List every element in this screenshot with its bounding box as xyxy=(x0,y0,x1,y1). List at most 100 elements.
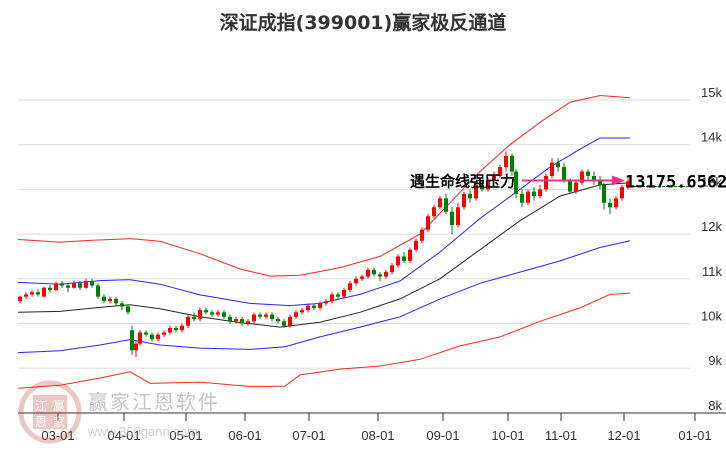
candle-body xyxy=(192,316,196,320)
candle-body xyxy=(342,289,346,297)
candle-body xyxy=(366,269,370,277)
candle-body xyxy=(90,281,94,286)
x-tick-label: 03-01 xyxy=(41,428,74,443)
y-tick-label: 9k xyxy=(708,353,722,368)
candle-body xyxy=(72,283,76,288)
candle-body xyxy=(156,334,160,340)
candle-body xyxy=(36,292,40,295)
candle-body xyxy=(538,189,542,197)
candle-body xyxy=(252,314,256,322)
y-tick-label: 10k xyxy=(701,309,722,324)
candle-body xyxy=(562,167,566,181)
candle-body xyxy=(620,187,624,199)
candle-body xyxy=(336,294,340,297)
y-tick-label: 13k xyxy=(701,174,722,189)
candle-body xyxy=(592,175,596,181)
candle-body xyxy=(486,180,490,190)
watermark-url: www.360gann.com xyxy=(88,424,198,439)
candle-body xyxy=(378,274,382,277)
y-tick-label: 11k xyxy=(702,264,722,279)
candle-body xyxy=(598,180,602,185)
candle-body xyxy=(544,175,548,190)
candle-body xyxy=(270,314,274,320)
candle-body xyxy=(318,303,322,308)
x-tick-label: 12-01 xyxy=(607,428,640,443)
candle-body xyxy=(102,296,106,302)
candle-body xyxy=(42,287,46,297)
candle-body xyxy=(144,332,148,335)
candle-body xyxy=(134,343,138,351)
candle-body xyxy=(264,314,268,317)
candle-body xyxy=(186,316,190,326)
candle-body xyxy=(568,180,572,192)
candle-body xyxy=(468,193,472,199)
candle-body xyxy=(608,202,612,208)
outer-upper-line xyxy=(17,94,631,277)
candle-body xyxy=(204,310,208,313)
candle-body xyxy=(462,193,466,208)
candle-body xyxy=(414,240,418,250)
candle-body xyxy=(432,207,436,217)
candle-body xyxy=(234,319,238,322)
candle-body xyxy=(574,182,578,192)
x-tick-label: 05-01 xyxy=(169,428,202,443)
candle-body xyxy=(258,314,262,317)
candle-body xyxy=(602,184,606,203)
candle-body xyxy=(550,162,554,176)
candle-body xyxy=(24,294,28,297)
y-tick-label: 8k xyxy=(708,398,722,413)
candle-body xyxy=(580,171,584,183)
candle-body xyxy=(614,198,618,208)
candle-body xyxy=(84,281,88,288)
candle-body xyxy=(108,298,112,302)
candle-body xyxy=(216,312,220,315)
candle-body xyxy=(626,181,630,188)
candle-body xyxy=(586,171,590,176)
candle-body xyxy=(444,198,448,212)
x-tick-label: 09-01 xyxy=(426,428,459,443)
candle-body xyxy=(48,287,52,290)
candle-body xyxy=(228,316,232,322)
candle-body xyxy=(390,265,394,273)
candle-body xyxy=(174,327,178,331)
candle-body xyxy=(492,175,496,181)
candle-body xyxy=(180,325,184,331)
candle-body xyxy=(330,294,334,302)
candle-body xyxy=(66,285,70,288)
candle-body xyxy=(198,310,202,320)
candle-body xyxy=(300,310,304,313)
x-tick-label: 04-01 xyxy=(107,428,140,443)
watermark-brand: 赢家江恩软件 xyxy=(88,390,220,414)
y-gridlines: 15k 14k 13k 12k 11k 10k 9k 8k xyxy=(18,85,722,413)
candle-body xyxy=(130,330,134,351)
inner-lower-line xyxy=(17,240,631,354)
candle-body xyxy=(288,316,292,326)
candle-body xyxy=(396,256,400,266)
candle-body xyxy=(120,303,124,307)
x-tick-label: 07-01 xyxy=(292,428,325,443)
annotation-layer: 遇生命线强压力 13175.6562 xyxy=(410,173,726,193)
candle-body xyxy=(456,207,460,226)
y-tick-label: 12k xyxy=(701,219,722,234)
candle-body xyxy=(426,216,430,230)
annotation-label: 遇生命线强压力 xyxy=(410,173,515,191)
candle-body xyxy=(126,306,130,313)
candle-body xyxy=(282,321,286,326)
candle-body xyxy=(150,334,154,340)
candle-body xyxy=(438,198,442,208)
candle-body xyxy=(168,327,172,333)
candle-body xyxy=(354,278,358,284)
candle-body xyxy=(372,269,376,275)
candle-body xyxy=(96,285,100,297)
x-tick-label: 08-01 xyxy=(361,428,394,443)
candle-body xyxy=(420,229,424,241)
candle-body xyxy=(114,298,118,304)
arrow-head-icon xyxy=(612,175,625,186)
candle-body xyxy=(526,191,530,203)
inner-upper-line xyxy=(17,137,630,307)
candle-body xyxy=(210,312,214,315)
candle-body xyxy=(312,305,316,308)
candle-body xyxy=(510,155,514,172)
candle-body xyxy=(474,184,478,199)
candle-body xyxy=(18,296,22,302)
